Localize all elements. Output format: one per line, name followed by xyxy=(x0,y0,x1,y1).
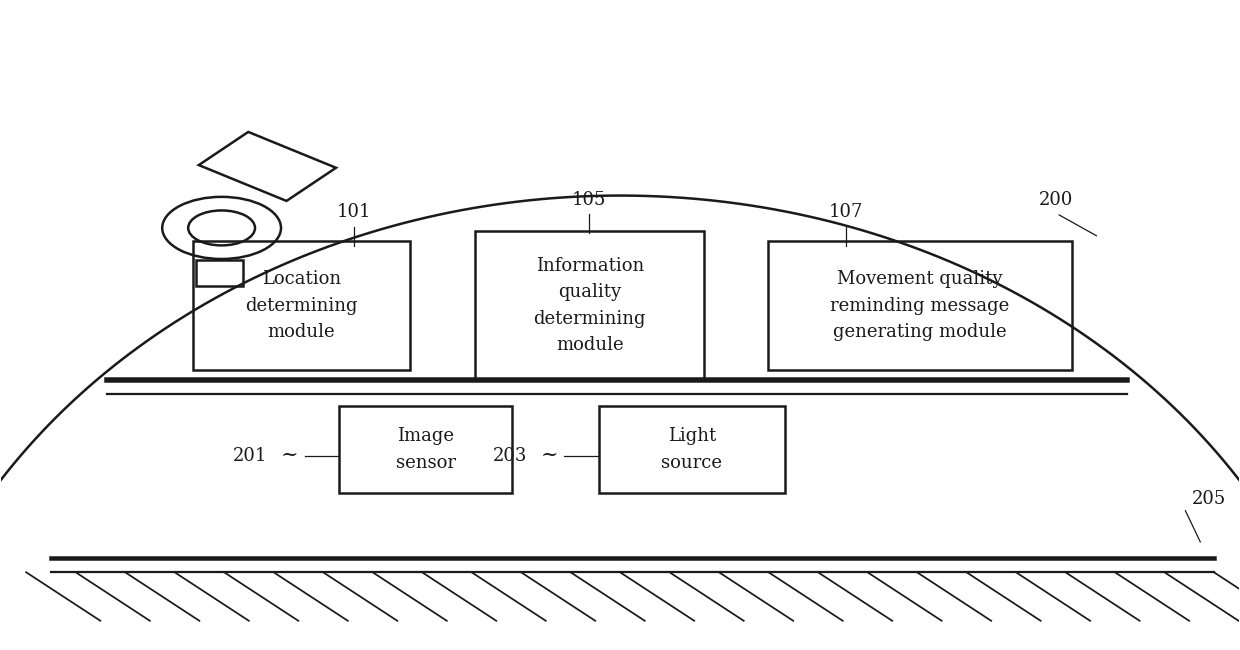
Text: Light
source: Light source xyxy=(661,428,722,472)
Text: 201: 201 xyxy=(233,447,268,465)
Text: Location
determining
module: Location determining module xyxy=(246,270,357,341)
Text: Image
sensor: Image sensor xyxy=(396,428,456,472)
Text: 105: 105 xyxy=(572,190,606,209)
Text: ~: ~ xyxy=(281,447,299,465)
Text: 200: 200 xyxy=(1038,190,1073,209)
Text: 101: 101 xyxy=(337,203,371,222)
Text: Information
quality
determining
module: Information quality determining module xyxy=(533,257,646,354)
Text: 107: 107 xyxy=(830,203,863,222)
Text: Movement quality
reminding message
generating module: Movement quality reminding message gener… xyxy=(831,270,1009,341)
Text: 203: 203 xyxy=(492,447,527,465)
Text: 205: 205 xyxy=(1192,489,1226,508)
Text: ~: ~ xyxy=(541,447,558,465)
